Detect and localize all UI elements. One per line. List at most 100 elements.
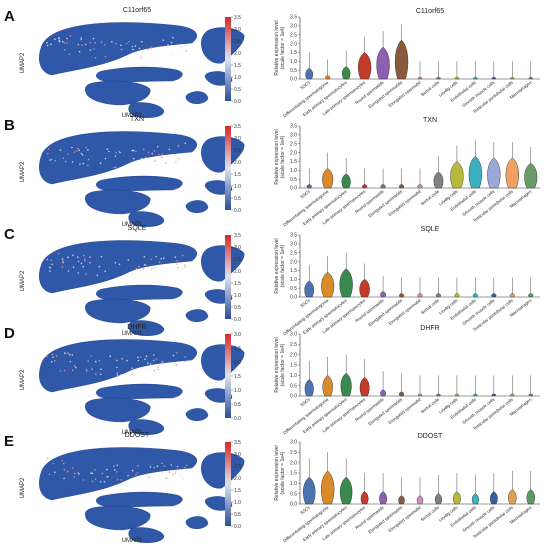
category-label: Elongated spermatids [367, 505, 403, 535]
umap-cluster [39, 22, 197, 76]
colorbar-tick: 3.0 [234, 452, 241, 458]
umap-x-label: UMAP1 [122, 538, 143, 544]
violin-9 [454, 293, 460, 298]
y-tick-label: 2.5 [290, 141, 297, 147]
umap-cluster [185, 408, 209, 421]
colorbar-tick: 2.0 [234, 269, 241, 275]
umap-x-label: UMAP1 [122, 222, 143, 228]
violin-9 [453, 491, 461, 505]
violin-10 [473, 77, 478, 80]
violin-6 [399, 184, 405, 189]
colorbar-tick: 1.0 [234, 293, 241, 299]
umap-cluster [85, 80, 151, 106]
violin-6 [398, 495, 405, 505]
category-label: Elongated spermatid [387, 504, 422, 533]
umap-cluster [201, 344, 245, 381]
violin-11 [487, 157, 501, 189]
colorbar-tick: 2.5 [234, 148, 241, 154]
panel-label: B [4, 117, 15, 134]
colorbar-tick: 0.0 [234, 416, 241, 422]
y-axis-label-unit: (scale factor = 1e4) [280, 343, 286, 386]
umap-cluster [96, 491, 183, 508]
y-tick-label: 1.0 [290, 59, 297, 65]
panel-c: C SQLEUMAP2UMAP10.00.51.01.52.02.53.03.5S… [4, 225, 540, 337]
panel-label: D [4, 325, 15, 342]
umap-cluster [128, 419, 165, 435]
y-axis-label-unit: (scale factor = 1e4) [280, 135, 286, 178]
violin-5 [380, 291, 386, 298]
category-label: Elongated spermatid [387, 188, 422, 217]
umap-title: DHFR [127, 324, 146, 331]
colorbar-tick: 1.0 [234, 388, 241, 394]
violin-3 [340, 476, 353, 505]
colorbar [225, 442, 231, 526]
violin-13 [528, 77, 533, 80]
umap-cluster [39, 339, 197, 393]
umap-cluster [201, 27, 245, 64]
y-axis-label: Relative expression level [274, 445, 280, 500]
y-tick-label: 3.5 [290, 233, 297, 239]
y-axis-label: Relative expression level [274, 20, 280, 75]
colorbar-tick: 3.0 [234, 136, 241, 142]
violin-plot: DHFR 0.0 0.5 1.0 1.5 2.0 2.5 3.0 Relative expres… [274, 325, 540, 435]
umap-y-label: UMAP2 [20, 52, 26, 73]
colorbar-tick: 3.5 [234, 15, 241, 21]
colorbar [225, 334, 231, 418]
umap-cluster [128, 320, 165, 336]
violin-4 [360, 491, 369, 505]
y-tick-label: 1.0 [290, 481, 297, 487]
umap-y-label: UMAP2 [20, 369, 26, 390]
umap-cluster [85, 397, 151, 423]
violin-12 [508, 489, 517, 505]
violin-2 [321, 470, 335, 505]
violin-11 [490, 491, 498, 505]
violin-4 [359, 377, 370, 397]
category-label: SSCs [299, 505, 311, 516]
y-axis-label-unit: (scale factor = 1e4) [280, 26, 286, 69]
violin-6 [399, 391, 405, 397]
umap-cluster [39, 240, 197, 294]
violin-5 [380, 184, 386, 189]
violin-6 [399, 293, 405, 298]
category-label: SSCs [299, 298, 311, 309]
violin-12 [510, 393, 515, 397]
category-label: SSCs [299, 397, 311, 408]
violin-11 [491, 293, 497, 298]
y-tick-label: 2.0 [290, 259, 297, 265]
category-label: Sertoli cells [420, 505, 440, 522]
violin-7 [416, 495, 424, 505]
violin-9 [454, 77, 460, 80]
panel-e: E DDOST UMAP2 UMAP1 0.0 0.5 1.0 1.5 2.0 2.5 3.0 3.5… [4, 432, 540, 544]
violin-3 [341, 66, 351, 80]
violin-2 [321, 271, 335, 298]
umap-cluster [85, 298, 151, 324]
colorbar-tick: 2.0 [234, 160, 241, 166]
category-label: Smooth muscle cells [461, 505, 495, 533]
y-tick-label: 2.5 [290, 450, 297, 456]
y-tick-label: 0.0 [290, 394, 297, 400]
violin-title: DHFR [420, 325, 439, 332]
violin-title: DDOST [418, 433, 443, 440]
colorbar-tick: 3.5 [234, 124, 241, 130]
category-label: Sertoli cells [420, 189, 440, 206]
y-tick-label: 2.5 [290, 32, 297, 38]
violin-8 [434, 493, 442, 505]
panel-label: E [4, 433, 14, 450]
colorbar-tick: 2.0 [234, 51, 241, 57]
umap-plot: C11orf65 UMAP2 UMAP1 [20, 7, 245, 119]
y-tick-label: 1.0 [290, 373, 297, 379]
umap-cluster [201, 452, 245, 489]
umap-cluster [85, 505, 151, 531]
violin-13 [524, 162, 538, 189]
y-tick-label: 0.5 [290, 286, 297, 292]
violin-7 [417, 77, 423, 80]
violin-12 [505, 157, 519, 189]
category-label: SSCs [299, 189, 311, 200]
violin-12 [510, 77, 515, 80]
colorbar-tick: 3.0 [234, 332, 241, 338]
category-label: Smooth muscle cells [461, 397, 495, 425]
violin-9 [450, 161, 464, 189]
y-tick-label: 3.5 [290, 15, 297, 21]
colorbar-tick: 1.5 [234, 281, 241, 287]
